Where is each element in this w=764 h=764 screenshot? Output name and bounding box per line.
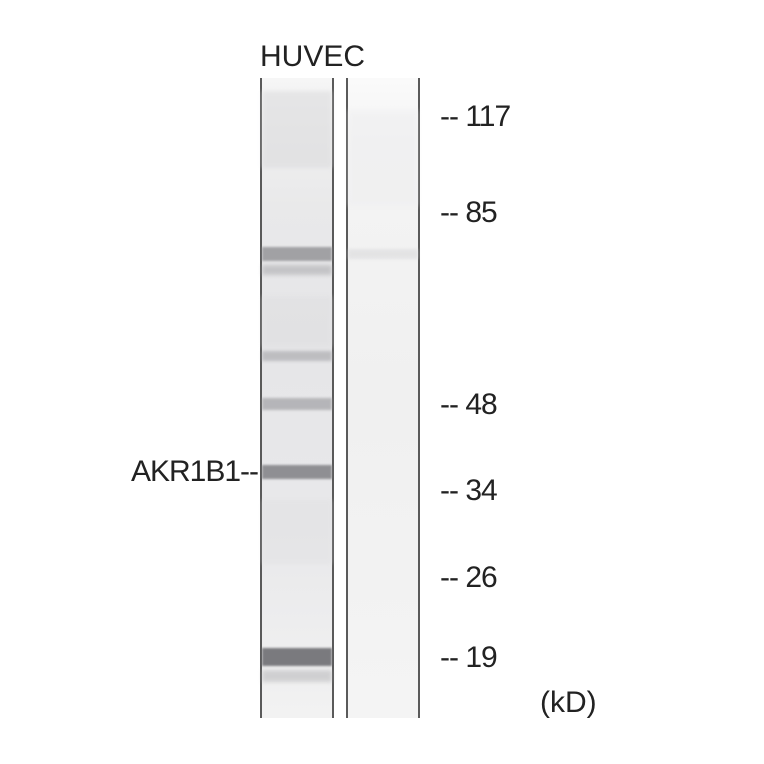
lane-band: [262, 265, 332, 275]
lane-band: [262, 670, 332, 682]
blot-lane-1: [262, 78, 332, 718]
lane-label-huvec: HUVEC: [260, 40, 365, 74]
unit-label-kd: (kD): [540, 686, 597, 720]
lane-band: [348, 249, 418, 259]
lane-2-right-border: [418, 78, 420, 718]
mw-marker-34: -- 34: [440, 474, 497, 508]
lane-band: [262, 247, 332, 261]
protein-label-akr1b1: AKR1B1--: [0, 455, 258, 489]
mw-marker-19: -- 19: [440, 641, 497, 675]
mw-marker-117: -- 117: [440, 100, 510, 134]
lane-band: [262, 398, 332, 410]
lane-smear: [262, 500, 332, 564]
lane-band: [262, 351, 332, 361]
mw-marker-48: -- 48: [440, 388, 497, 422]
lane-smear: [348, 110, 418, 206]
lane-smear: [262, 296, 332, 347]
lane-band: [262, 465, 332, 479]
western-blot-figure: HUVEC AKR1B1-- -- 117 -- 85 -- 48 -- 34 -- 2…: [0, 0, 764, 764]
lane-1-right-border: [332, 78, 334, 718]
blot-lane-2: [348, 78, 418, 718]
mw-marker-85: -- 85: [440, 196, 497, 230]
mw-marker-26: -- 26: [440, 561, 497, 595]
lane-band: [262, 648, 332, 666]
lane-smear: [262, 91, 332, 168]
